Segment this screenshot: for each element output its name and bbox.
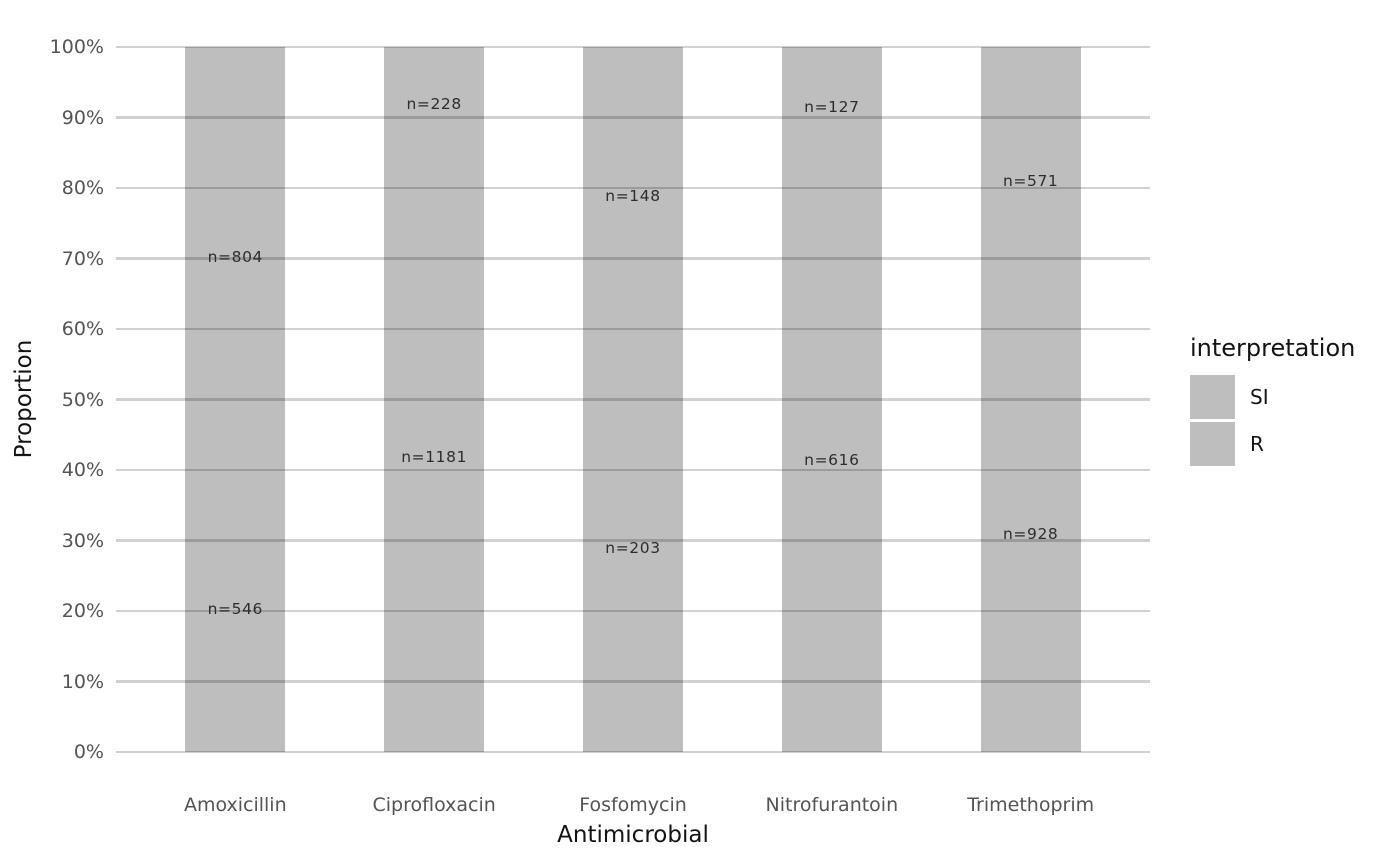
gridline-0% <box>116 750 1150 754</box>
y-tick-label: 100% <box>49 36 104 58</box>
x-axis-title: Antimicrobial <box>557 822 709 848</box>
bar-count-label: n=546 <box>207 600 263 619</box>
legend-key-swatch <box>1190 422 1235 466</box>
y-tick-label: 30% <box>61 529 104 552</box>
legend: interpretation SI R <box>1190 334 1355 469</box>
bar-count-label: n=928 <box>1002 524 1059 543</box>
y-tick-label: 20% <box>61 600 104 622</box>
y-tick-label: 40% <box>61 459 104 481</box>
legend-entry-r: R <box>1190 422 1355 466</box>
gridline-90% <box>116 116 1150 119</box>
bar-count-label: n=804 <box>207 247 263 266</box>
x-axis-tick-labels: Amoxicillin Ciprofloxacin Fosfomycin Nitrof… <box>116 793 1150 819</box>
x-tick-label: Amoxicillin <box>183 794 287 816</box>
x-tick-label: Ciprofloxacin <box>372 794 496 816</box>
bar-nitrofurantoin <box>781 47 882 752</box>
gridline-50% <box>116 398 1150 401</box>
gridline-100% <box>116 45 1150 49</box>
y-tick-label: 60% <box>61 318 104 340</box>
bar-segment-si <box>781 47 882 168</box>
plot-panel: n=804 n=546 n=228 n=1181 n=148 n=203 n=127 n=61… <box>116 45 1150 754</box>
y-tick-label: 10% <box>61 670 104 693</box>
bar-segment-si <box>185 47 286 467</box>
gridline-70% <box>116 257 1150 260</box>
y-tick-label: 70% <box>61 247 104 270</box>
gridline-60% <box>116 327 1150 331</box>
x-tick-label: Nitrofurantoin <box>765 794 899 816</box>
gridline-20% <box>116 609 1150 613</box>
legend-entry-label: R <box>1250 432 1264 456</box>
bar-segment-r <box>583 344 683 752</box>
legend-title: interpretation <box>1190 334 1356 362</box>
x-tick-label: Trimethoprim <box>967 794 1095 816</box>
bar-segment-r <box>781 167 882 752</box>
bar-count-label: n=616 <box>804 450 860 469</box>
bar-amoxicillin <box>185 47 286 752</box>
gridline-40% <box>116 468 1150 472</box>
y-tick-label: 90% <box>61 106 104 129</box>
bar-count-label: n=203 <box>605 539 661 558</box>
bar-trimethoprim <box>980 47 1081 752</box>
bar-segment-r <box>384 161 485 752</box>
bar-count-label: n=148 <box>605 186 661 205</box>
bar-count-label: n=571 <box>1002 172 1059 191</box>
y-axis-tick-labels: 0% 10% 20% 30% 40% 50% 60% 70% 80% 90% 100% <box>0 36 104 763</box>
gridline-80% <box>116 186 1150 190</box>
bar-count-label: n=228 <box>406 95 462 114</box>
bar-ciprofloxacin <box>384 47 485 752</box>
legend-entry-label: SI <box>1250 385 1269 409</box>
legend-entries: SI R <box>1190 375 1355 466</box>
gridline-30% <box>116 539 1150 542</box>
x-tick-label: Fosfomycin <box>579 794 687 816</box>
bar-segment-si <box>980 47 1081 316</box>
gridline-10% <box>116 680 1150 683</box>
y-tick-label: 0% <box>73 741 104 763</box>
bar-segment-si <box>583 47 683 345</box>
y-tick-label: 50% <box>61 388 104 411</box>
bar-count-label: n=127 <box>804 98 860 117</box>
bar-fosfomycin <box>583 47 683 752</box>
legend-entry-si: SI <box>1190 375 1355 419</box>
bar-count-label: n=1181 <box>401 447 468 466</box>
bar-segment-r <box>185 466 286 752</box>
legend-key-swatch <box>1190 375 1235 419</box>
bar-segment-r <box>980 315 1081 752</box>
y-tick-label: 80% <box>61 177 104 199</box>
bar-segment-si <box>384 47 485 162</box>
